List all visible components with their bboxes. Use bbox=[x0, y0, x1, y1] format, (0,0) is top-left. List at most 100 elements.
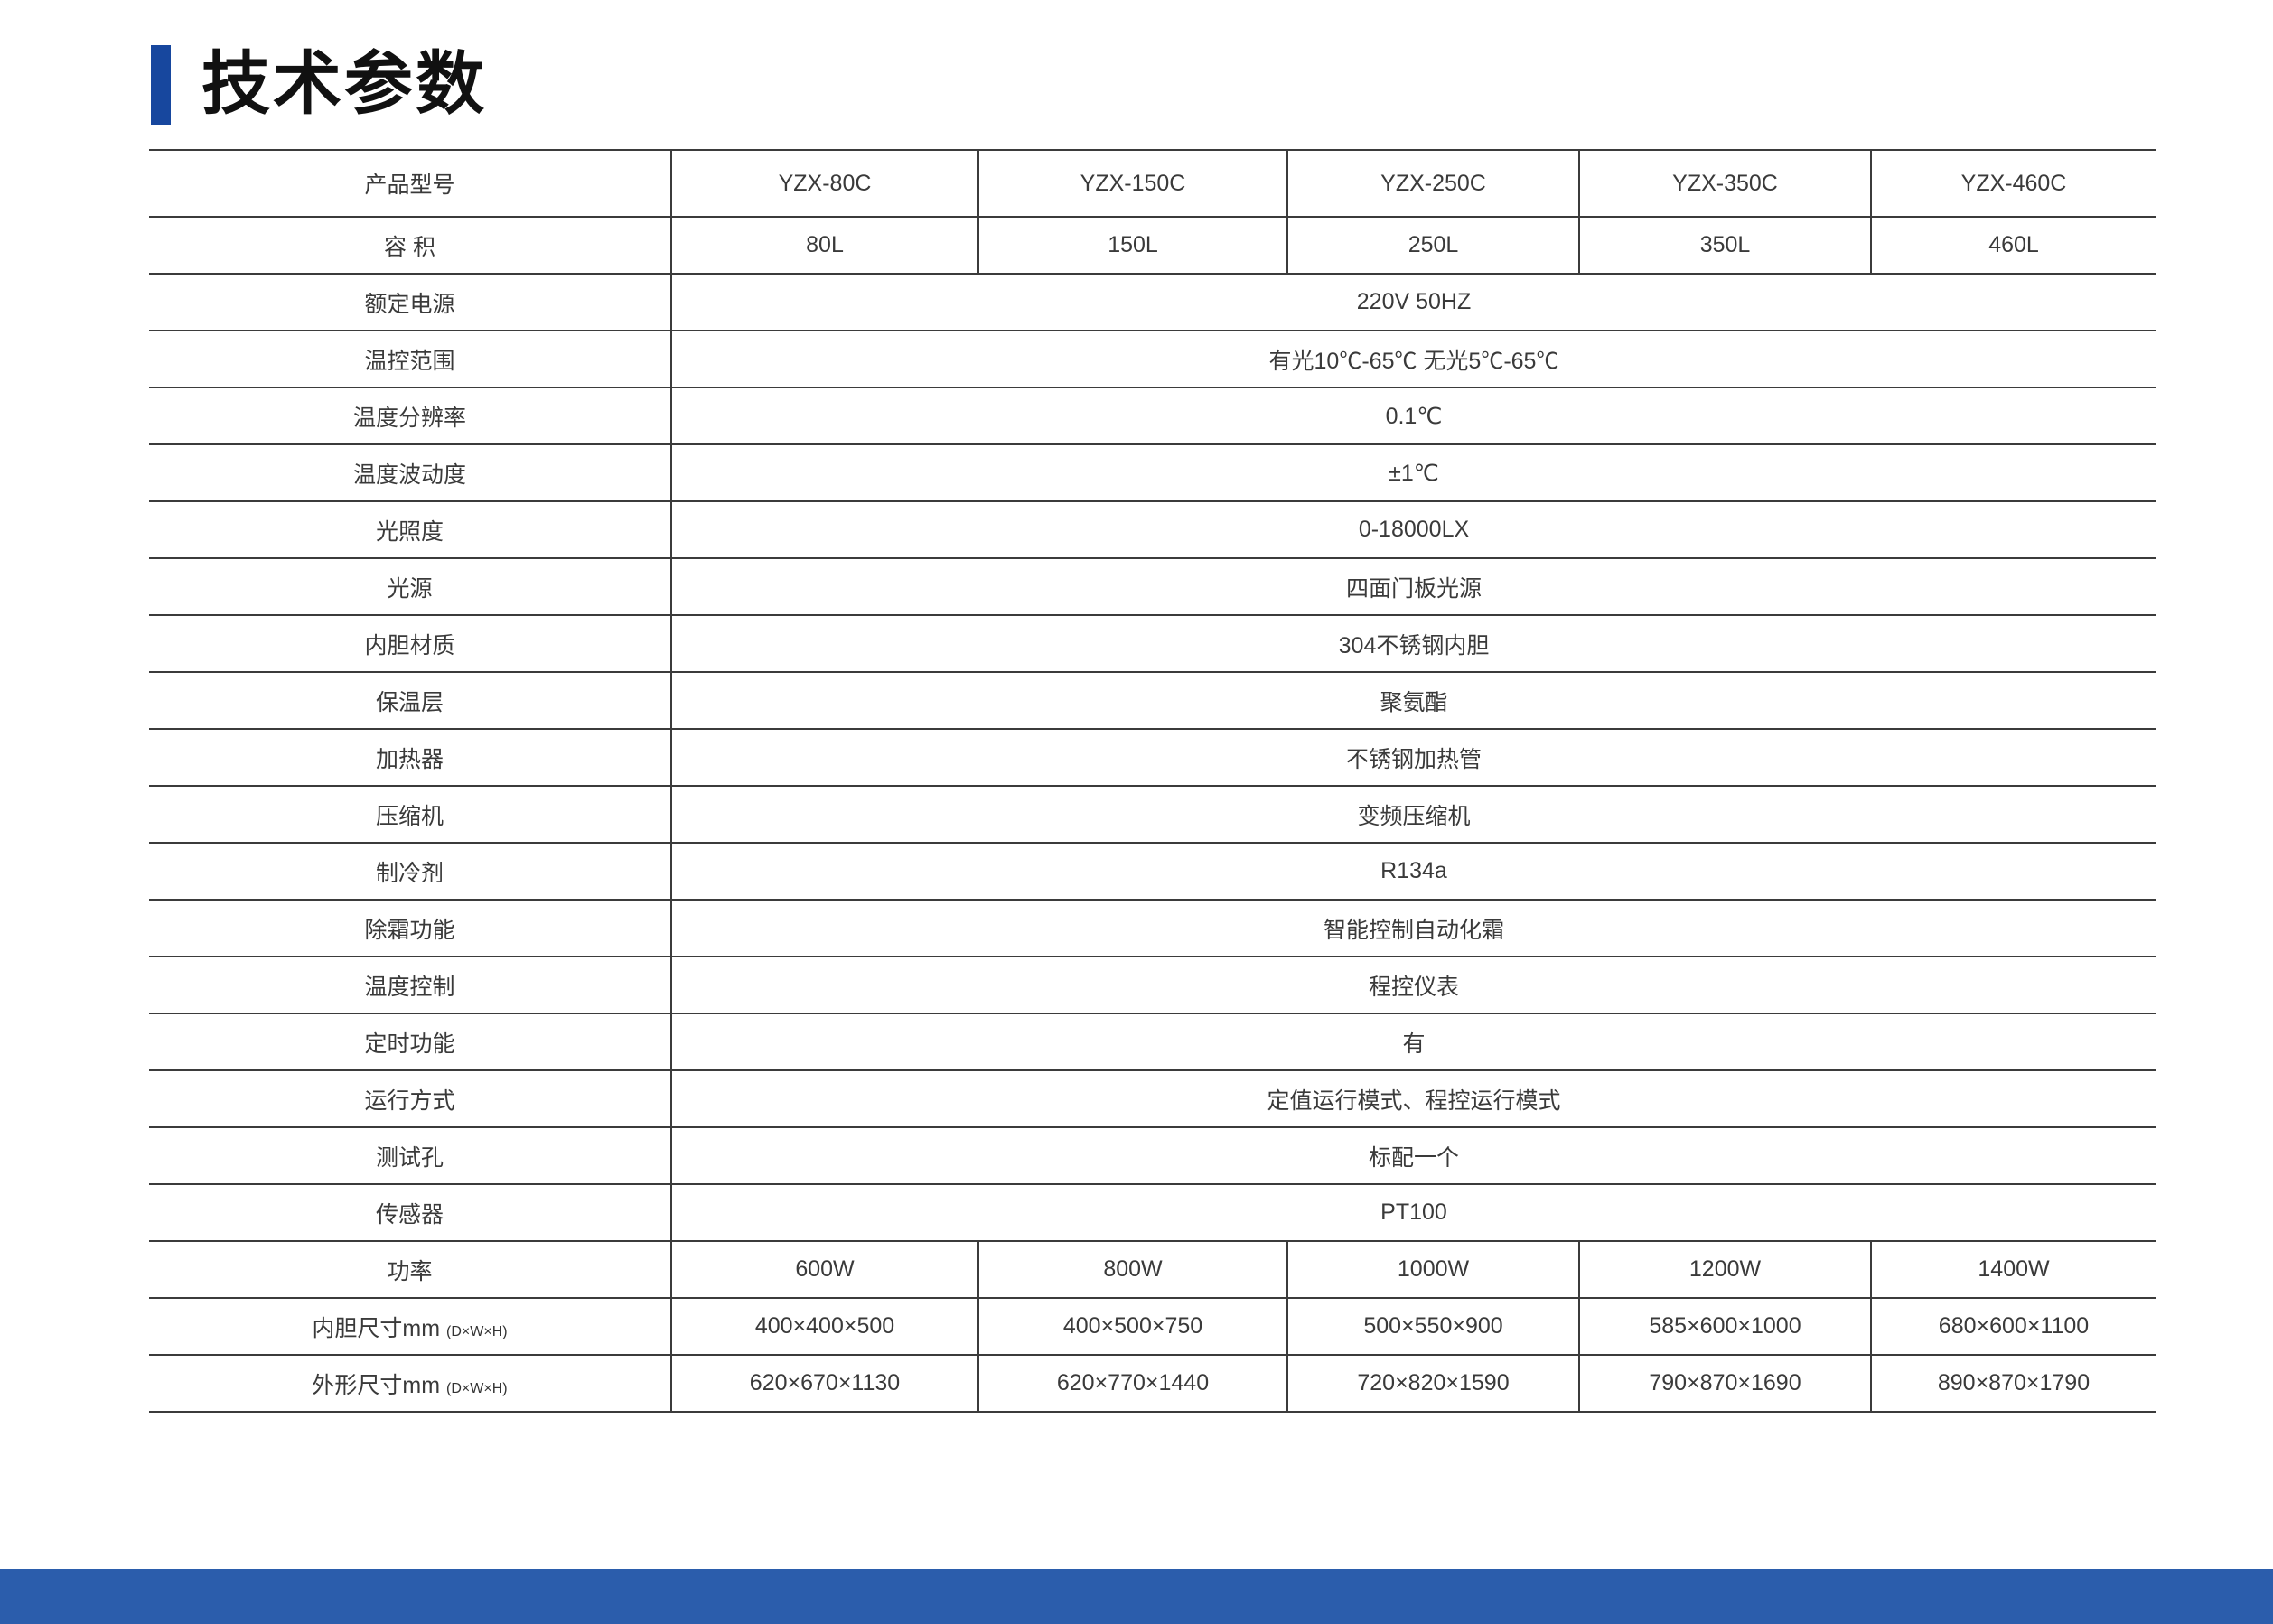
row-label-cell: 定时功能 bbox=[149, 1013, 672, 1070]
table-row: 外形尺寸mm (D×W×H) 620×670×1130 620×770×1440 72… bbox=[149, 1355, 2156, 1412]
row-label: 温控范围 bbox=[364, 348, 455, 374]
row-label: 传感器 bbox=[375, 1201, 444, 1227]
page-title: 技术参数 bbox=[201, 46, 487, 123]
spec-value-cell: 1200W bbox=[1578, 1241, 1871, 1298]
row-label: 加热器 bbox=[375, 746, 444, 772]
row-label-cell: 除霜功能 bbox=[149, 900, 672, 957]
row-label: 除霜功能 bbox=[364, 917, 455, 943]
row-label-cell: 测试孔 bbox=[149, 1127, 672, 1184]
spec-value-cell: 250L bbox=[1286, 217, 1579, 274]
spec-value-cell: 800W bbox=[977, 1241, 1287, 1298]
row-label: 制冷剂 bbox=[375, 860, 444, 886]
row-label: 内胆尺寸mm bbox=[312, 1315, 441, 1341]
row-label: 温度分辨率 bbox=[352, 405, 466, 431]
table-row: 测试孔 标配一个 bbox=[149, 1127, 2156, 1184]
table-row: 额定电源 220V 50HZ bbox=[149, 274, 2156, 331]
table-row: 光照度 0-18000LX bbox=[149, 501, 2156, 558]
spec-table-body: 产品型号 YZX-80C YZX-150C YZX-250C YZX-350C YZX-4… bbox=[149, 150, 2156, 1412]
row-label: 定时功能 bbox=[364, 1031, 455, 1057]
spec-value-cell: ±1℃ bbox=[1389, 460, 1439, 486]
row-label-cell: 温度波动度 bbox=[149, 444, 672, 501]
row-label-cell: 温度控制 bbox=[149, 957, 672, 1013]
spec-value-cell: 1400W bbox=[1870, 1241, 2156, 1298]
spec-value-cell: 350L bbox=[1578, 217, 1871, 274]
table-row: 定时功能 有 bbox=[149, 1013, 2156, 1070]
spec-value-cell: 0-18000LX bbox=[1358, 517, 1470, 542]
spec-value-cell: 620×670×1130 bbox=[670, 1355, 978, 1412]
row-label-cell: 保温层 bbox=[149, 672, 672, 729]
table-row: 光源 四面门板光源 bbox=[149, 558, 2156, 615]
spec-value-cell: 585×600×1000 bbox=[1578, 1298, 1871, 1355]
table-row: 温控范围 有光10℃-65℃ 无光5℃-65℃ bbox=[149, 331, 2156, 387]
spec-value-cell: 150L bbox=[977, 217, 1287, 274]
spec-value-cell: YZX-350C bbox=[1578, 150, 1871, 217]
row-label-cell: 光照度 bbox=[149, 501, 672, 558]
table-row: 温度波动度 ±1℃ bbox=[149, 444, 2156, 501]
row-label: 外形尺寸mm bbox=[312, 1372, 441, 1398]
row-label: 产品型号 bbox=[364, 173, 455, 198]
table-row: 传感器 PT100 bbox=[149, 1184, 2156, 1241]
row-label-cell: 加热器 bbox=[149, 729, 672, 786]
spec-value-cell: 标配一个 bbox=[1368, 1144, 1459, 1171]
spec-value-cell: 不锈钢加热管 bbox=[1345, 746, 1482, 772]
row-label: 光源 bbox=[387, 575, 433, 602]
table-row: 运行方式 定值运行模式、程控运行模式 bbox=[149, 1070, 2156, 1127]
row-label: 保温层 bbox=[375, 689, 444, 715]
spec-value-cell: 460L bbox=[1870, 217, 2156, 274]
spec-value-cell: 220V 50HZ bbox=[1356, 289, 1472, 314]
table-row: 制冷剂 R134a bbox=[149, 843, 2156, 900]
table-row: 加热器 不锈钢加热管 bbox=[149, 729, 2156, 786]
row-label: 光照度 bbox=[375, 518, 444, 545]
spec-value-cell: YZX-150C bbox=[977, 150, 1287, 217]
row-label: 压缩机 bbox=[375, 803, 444, 829]
row-label: 温度波动度 bbox=[352, 462, 466, 488]
spec-value-cell: 790×870×1690 bbox=[1578, 1355, 1871, 1412]
row-label-cell: 容 积 bbox=[149, 217, 672, 274]
spec-value-cell: 程控仪表 bbox=[1368, 974, 1459, 1000]
spec-value-cell: YZX-250C bbox=[1286, 150, 1579, 217]
row-label: 容 积 bbox=[384, 234, 435, 260]
spec-value-cell: 智能控制自动化霜 bbox=[1323, 917, 1504, 943]
spec-value-cell: 400×500×750 bbox=[977, 1298, 1287, 1355]
row-label: 测试孔 bbox=[375, 1144, 444, 1171]
spec-value-cell: 600W bbox=[670, 1241, 978, 1298]
spec-value-cell: 定值运行模式、程控运行模式 bbox=[1267, 1087, 1561, 1114]
row-label-cell: 产品型号 bbox=[149, 150, 672, 217]
row-label-note: (D×W×H) bbox=[446, 1380, 508, 1396]
row-label-cell: 温控范围 bbox=[149, 331, 672, 387]
spec-value-cell: 有 bbox=[1402, 1031, 1426, 1057]
row-label-cell: 制冷剂 bbox=[149, 843, 672, 900]
row-label-cell: 温度分辨率 bbox=[149, 387, 672, 444]
table-row: 功率 600W 800W 1000W 1200W 1400W bbox=[149, 1241, 2156, 1298]
spec-value-cell: 四面门板光源 bbox=[1345, 575, 1482, 602]
row-label-cell: 压缩机 bbox=[149, 786, 672, 843]
spec-value-cell: 890×870×1790 bbox=[1870, 1355, 2156, 1412]
row-label: 温度控制 bbox=[364, 974, 455, 1000]
spec-table: 产品型号 YZX-80C YZX-150C YZX-250C YZX-350C YZX-4… bbox=[149, 149, 2156, 1413]
spec-value-cell: 聚氨酯 bbox=[1380, 689, 1448, 715]
table-row: 温度控制 程控仪表 bbox=[149, 957, 2156, 1013]
table-row: 除霜功能 智能控制自动化霜 bbox=[149, 900, 2156, 957]
table-row: 温度分辨率 0.1℃ bbox=[149, 387, 2156, 444]
row-label-cell: 内胆材质 bbox=[149, 615, 672, 672]
spec-value-cell: 变频压缩机 bbox=[1357, 803, 1471, 829]
row-label-cell: 外形尺寸mm (D×W×H) bbox=[149, 1355, 672, 1412]
table-row: 产品型号 YZX-80C YZX-150C YZX-250C YZX-350C YZX-4… bbox=[149, 150, 2156, 217]
footer-bar bbox=[0, 1569, 2273, 1624]
spec-value-cell: R134a bbox=[1380, 858, 1447, 883]
table-row: 内胆材质 304不锈钢内胆 bbox=[149, 615, 2156, 672]
row-label-cell: 光源 bbox=[149, 558, 672, 615]
spec-value-cell: PT100 bbox=[1380, 1199, 1447, 1225]
table-row: 内胆尺寸mm (D×W×H) 400×400×500 400×500×750 500×… bbox=[149, 1298, 2156, 1355]
spec-value-cell: 0.1℃ bbox=[1385, 403, 1443, 429]
title-accent-bar bbox=[151, 45, 171, 125]
row-label-note: (D×W×H) bbox=[446, 1323, 508, 1339]
spec-value-cell: YZX-460C bbox=[1870, 150, 2156, 217]
row-label-cell: 运行方式 bbox=[149, 1070, 672, 1127]
row-label-cell: 额定电源 bbox=[149, 274, 672, 331]
row-label: 额定电源 bbox=[364, 291, 455, 317]
spec-value-cell: 80L bbox=[670, 217, 978, 274]
spec-value-cell: 720×820×1590 bbox=[1286, 1355, 1579, 1412]
row-label: 运行方式 bbox=[364, 1087, 455, 1114]
